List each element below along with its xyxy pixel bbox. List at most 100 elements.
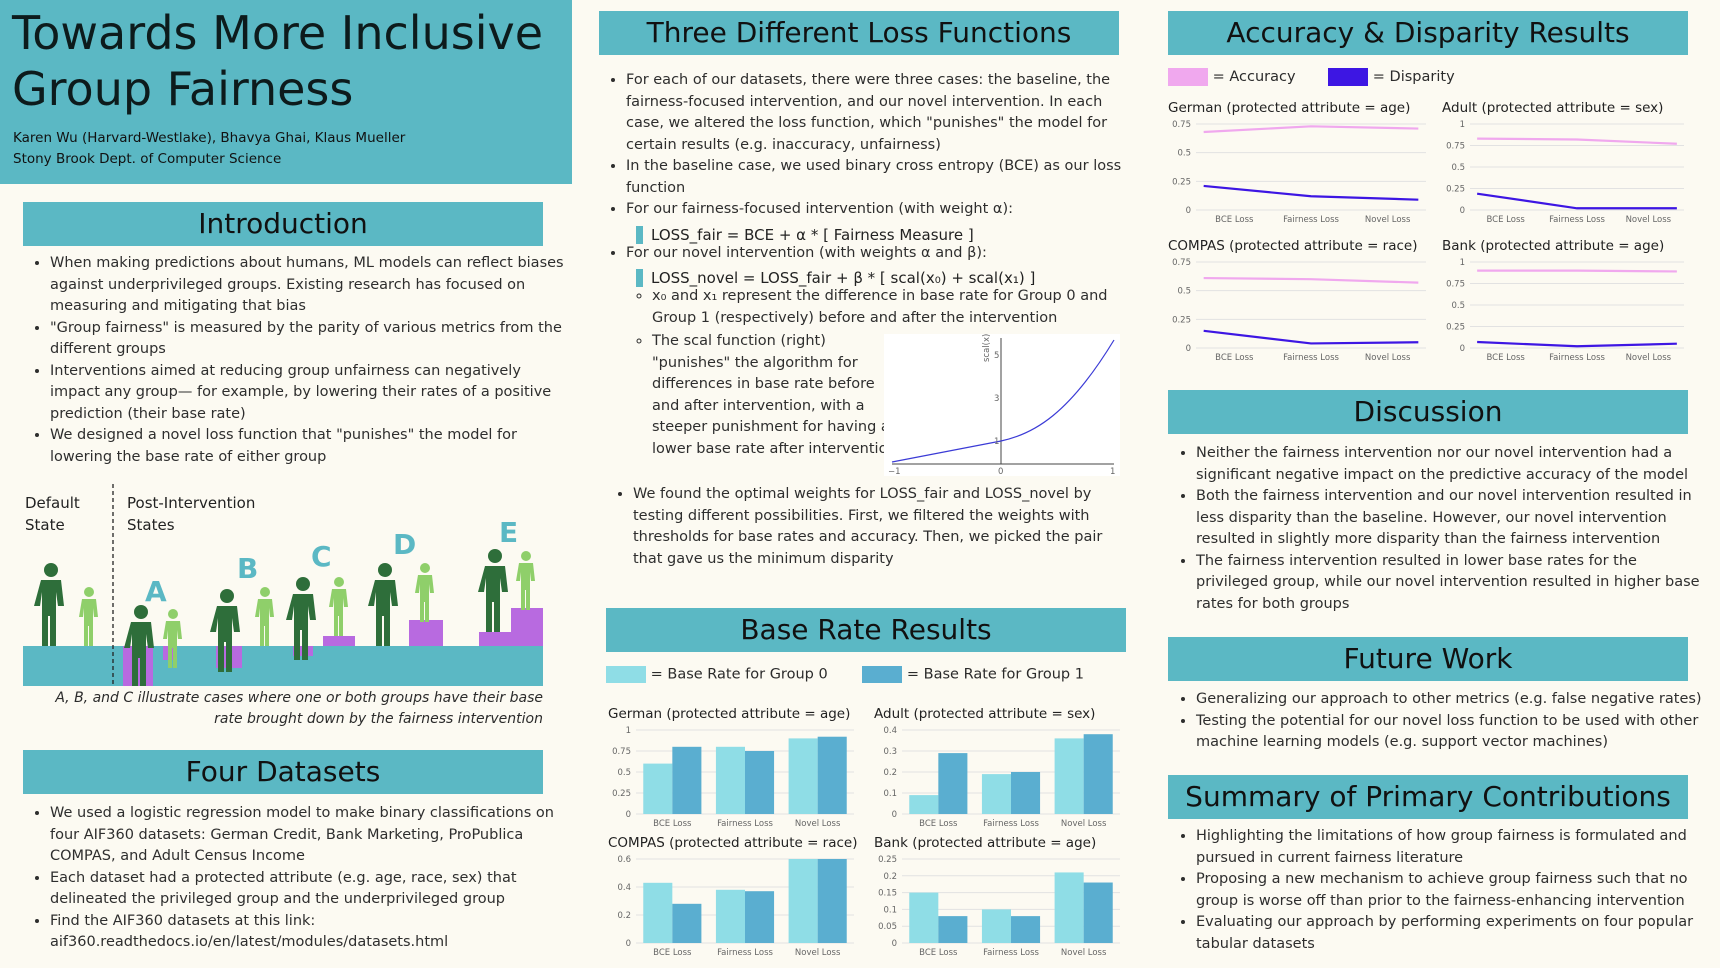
y-tick-label: 1 (626, 726, 631, 736)
y-tick-label: 0.75 (612, 747, 631, 757)
x-tick-label: Fairness Loss (983, 948, 1039, 957)
bar (909, 892, 939, 943)
chart-ad-adult: Adult (protected attribute = sex) 0 0.25 0.… (1442, 100, 1684, 224)
accuracy-line (1477, 137, 1677, 145)
authors: Karen Wu (Harvard-Westlake), Bhavya Ghai… (13, 130, 406, 146)
formula-marker (636, 269, 643, 287)
chart-br-bank: Bank (protected attribute = age) 0 0.05 0.1… (874, 835, 1120, 957)
x-tick-label: BCE Loss (653, 948, 692, 957)
x-tick-label: Novel Loss (1061, 819, 1107, 828)
list-item: When making predictions about humans, ML… (50, 253, 570, 318)
bar (715, 889, 745, 943)
y-tick-label: 0 (1460, 206, 1465, 216)
x-tick-label: Fairness Loss (983, 819, 1039, 828)
scal-xtick: −1 (888, 467, 901, 476)
list-item: We used a logistic regression model to m… (50, 803, 570, 868)
y-tick-label: 0 (892, 939, 897, 949)
future-list: Generalizing our approach to other metri… (1172, 689, 1710, 754)
list-item: Testing the potential for our novel loss… (1196, 711, 1710, 754)
title-banner (0, 0, 572, 184)
loss-list: For each of our datasets, there were thr… (602, 70, 1126, 221)
loss-list-2: For our novel intervention (with weights… (602, 243, 1126, 265)
y-tick-label: 0.15 (878, 889, 897, 899)
y-tick-label: 1 (1460, 120, 1465, 130)
person-icon (124, 605, 154, 686)
y-tick-label: 0.75 (1446, 142, 1465, 152)
y-tick-label: 1 (1460, 258, 1465, 268)
default-state-label: Default State (25, 494, 80, 534)
disparity-line (1476, 192, 1677, 210)
x-tick-label: BCE Loss (919, 819, 958, 828)
pedestal-c-light (323, 636, 355, 646)
list-item: We designed a novel loss function that "… (50, 425, 570, 468)
y-tick-label: 0.4 (883, 726, 897, 736)
discussion-list: Neither the fairness intervention nor ou… (1172, 443, 1710, 615)
bar (788, 738, 818, 814)
bar (1054, 738, 1084, 814)
group-fairness-illustration: A B C D E (23, 484, 543, 686)
x-tick-label: Novel Loss (1626, 215, 1672, 224)
pedestal-d-light (409, 620, 443, 646)
y-tick-label: 0.25 (1446, 323, 1465, 333)
letter-d: D (393, 528, 416, 561)
y-tick-label: 0 (626, 810, 631, 820)
disparity-line (1203, 329, 1419, 345)
letter-c: C (311, 540, 332, 573)
y-tick-label: 0.4 (617, 883, 631, 893)
person-icon (79, 587, 98, 646)
bar (1011, 772, 1041, 814)
person-icon (286, 577, 316, 660)
person-icon (329, 577, 348, 636)
letter-b: B (237, 552, 258, 585)
y-tick-label: 0 (1186, 206, 1191, 216)
person-icon (163, 609, 182, 668)
base-rate-legend: = Base Rate for Group 0 = Base Rate for … (606, 666, 1084, 683)
scal-ytick: 5 (994, 351, 999, 361)
bar (745, 891, 775, 943)
ground-bar (23, 646, 543, 686)
pedestal-e-light (511, 608, 543, 646)
pedestal-e-dark (479, 632, 511, 646)
y-tick-label: 0 (892, 810, 897, 820)
formula-marker (636, 226, 643, 244)
legend-label-accuracy: = Accuracy (1212, 69, 1296, 85)
scenario-letters: A B C D E (145, 516, 518, 608)
scal-ytick: 3 (994, 394, 999, 404)
y-tick-label: 0.5 (1177, 287, 1191, 297)
x-tick-label: BCE Loss (653, 819, 692, 828)
figures (34, 549, 535, 686)
bar (745, 751, 775, 814)
x-tick-label: BCE Loss (1486, 353, 1525, 362)
x-tick-label: Fairness Loss (1549, 353, 1605, 362)
person-icon (34, 563, 64, 646)
scal-ylabel: scal(x) (982, 334, 992, 362)
y-tick-label: 0.75 (1172, 120, 1191, 130)
list-item: We found the optimal weights for LOSS_fa… (633, 484, 1133, 570)
scal-curve (891, 339, 1115, 463)
x-tick-label: Novel Loss (1365, 215, 1411, 224)
chart-title: Adult (protected attribute = sex) (874, 706, 1095, 722)
y-tick-label: 0.25 (878, 855, 897, 865)
list-item: Each dataset had a protected attribute (… (50, 868, 570, 911)
chart-ad-bank: Bank (protected attribute = age) 0 0.25 0.5… (1442, 238, 1684, 362)
x-tick-label: Novel Loss (1626, 353, 1672, 362)
legend-label-disparity: = Disparity (1372, 69, 1455, 85)
bar (1054, 872, 1084, 943)
accuracy-line (1203, 276, 1419, 284)
person-icon (478, 549, 508, 632)
accuracy-line (1203, 125, 1419, 134)
y-tick-label: 0.25 (1172, 315, 1191, 325)
y-tick-label: 0.75 (1446, 280, 1465, 290)
list-item: Evaluating our approach by performing ex… (1196, 912, 1710, 955)
x-tick-label: BCE Loss (1486, 215, 1525, 224)
accuracy-heading: Accuracy & Disparity Results (1168, 11, 1688, 55)
list-item: Proposing a new mechanism to achieve gro… (1196, 869, 1710, 912)
formula-loss-fair: LOSS_fair = BCE + α * [ Fairness Measure… (636, 224, 974, 246)
base-rate-heading: Base Rate Results (606, 608, 1126, 652)
chart-title: German (protected attribute = age) (1168, 100, 1410, 116)
legend-swatch-group0 (606, 666, 646, 683)
bar (981, 774, 1011, 814)
loss-sublist-2: The scal function (right) "punishes" the… (630, 331, 900, 460)
chart-title: Bank (protected attribute = age) (1442, 238, 1664, 254)
bar (938, 753, 968, 814)
